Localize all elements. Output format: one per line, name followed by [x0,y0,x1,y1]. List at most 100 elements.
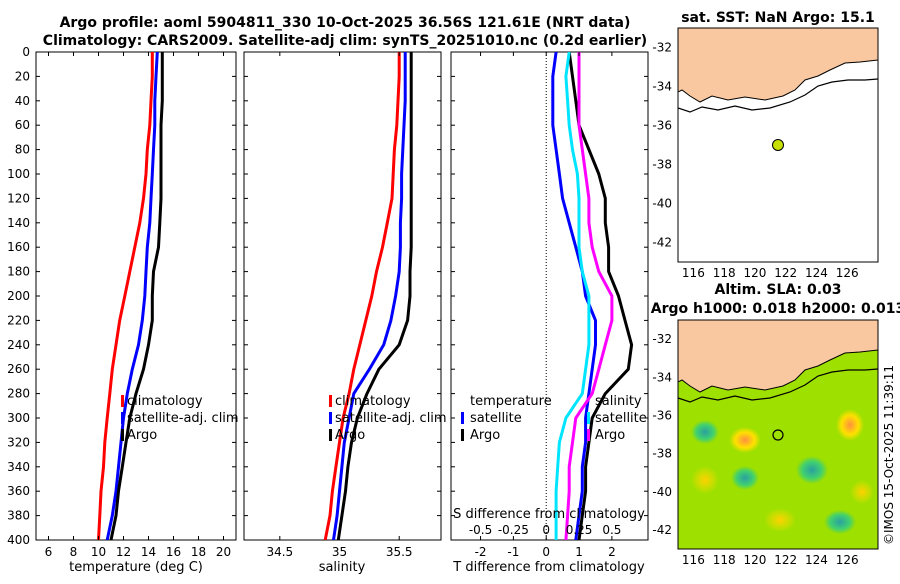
x-tick-label: 2 [608,545,616,559]
sst-map-land [678,28,878,103]
map-x-tick-label: 124 [805,553,828,567]
sla-map-title-line2: Argo h1000: 0.018 h2000: 0.013 [651,301,900,317]
sla-map [678,320,878,549]
sdiff-label: S difference from climatology [453,507,645,522]
legend-t-argo: Argo [470,428,500,443]
sla-high-patch [836,409,864,441]
temperature-series [97,52,164,540]
sla-low-patch [824,510,856,534]
sla-low-patch [691,420,719,444]
legend-argo: Argo [127,428,157,443]
map-x-tick-label: 120 [743,553,766,567]
map-y-tick-label: -34 [652,80,672,94]
map-y-tick-label: -42 [652,236,672,250]
temperature-xlabel: temperature (deg C) [69,560,203,575]
s-tick-label: 0.5 [602,523,621,537]
map-y-tick-label: -36 [652,408,672,422]
x-tick-label: 20 [216,545,231,559]
salinity-series [323,52,413,540]
y-tick-label: 20 [15,69,30,83]
map-y-tick-label: -42 [652,523,672,537]
y-tick-label: 160 [7,240,30,254]
y-tick-label: 360 [7,484,30,498]
s-tick-label: -0.25 [498,523,529,537]
figure-title-line1: Argo profile: aoml 5904811_330 10-Oct-20… [60,15,631,31]
y-tick-label: 180 [7,265,30,279]
salinity-legend: climatology satellite-adj. clim Argo [329,394,447,443]
y-tick-label: 300 [7,411,30,425]
s-tick-label: 0 [542,523,550,537]
x-tick-label: 12 [116,545,131,559]
y-tick-label: 400 [7,533,30,547]
map-x-tick-label: 116 [682,266,705,280]
sla-low-patch [731,466,759,490]
x-tick-label: 1 [575,545,583,559]
sst-map-contour [678,78,878,113]
sla-map-title-line1: Altim. SLA: 0.03 [714,282,841,298]
axes-ticks: 0204060801001201401601802002202402602803… [7,41,859,568]
legend-swatch-climatology [329,395,332,407]
sla-high-patch [691,466,719,494]
y-tick-label: 240 [7,338,30,352]
legend-t-satellite: satellite [470,411,522,426]
x-tick-label: 18 [191,545,206,559]
sla-low-patch [796,456,828,484]
map-y-tick-label: -38 [652,447,672,461]
sla-high-patch [850,480,874,504]
series-line-s-satellite [554,52,591,540]
temperature-legend: climatology satellite-adj. clim Argo [121,394,239,443]
y-tick-label: 260 [7,362,30,376]
legend-swatch-t-satellite [461,412,464,424]
y-tick-label: 60 [15,118,30,132]
sst-map-title: sat. SST: NaN Argo: 15.1 [681,10,875,26]
series-line-argo [109,52,164,540]
x-tick-label: 10 [91,545,106,559]
salinity-xlabel: salinity [319,560,366,575]
map-y-tick-label: -40 [652,485,672,499]
x-tick-label: 14 [141,545,156,559]
y-tick-label: 100 [7,167,30,181]
sla-map-contour [678,368,878,403]
map-y-tick-label: -32 [652,332,672,346]
y-tick-label: 220 [7,313,30,327]
map-x-tick-label: 122 [774,266,797,280]
map-x-tick-label: 122 [774,553,797,567]
x-tick-label: -1 [507,545,519,559]
y-tick-label: 200 [7,289,30,303]
y-tick-label: 320 [7,435,30,449]
legend-satellite: satellite-adj. clim [335,411,447,426]
map-x-tick-label: 124 [805,266,828,280]
y-tick-label: 120 [7,191,30,205]
map-y-tick-label: -32 [652,41,672,55]
imos-credit: ©IMOS 15-Oct-2025 11:39:11 [882,365,896,545]
series-line-satellite-adj-clim [332,52,407,540]
legend-swatch-argo [121,429,124,441]
series-line-t-satellite [551,52,597,540]
series-line-climatology [323,52,401,540]
x-tick-label: 8 [70,545,78,559]
sla-map-land [678,320,878,393]
map-y-tick-label: -34 [652,370,672,384]
series-line-t-argo [567,52,634,540]
legend-satellite: satellite-adj. clim [127,411,239,426]
legend-swatch-t-argo [461,429,464,441]
y-tick-label: 280 [7,387,30,401]
legend-climatology: climatology [335,394,411,409]
legend-swatch-climatology [121,395,124,407]
sst-map [678,28,878,262]
x-tick-label: 35.5 [386,545,413,559]
sst-map-frame [677,27,879,263]
difference-series [545,52,634,540]
difference-panel-frame [450,51,649,541]
s-tick-label: -0.5 [469,523,492,537]
y-tick-label: 0 [22,45,30,59]
map-x-tick-label: 120 [743,266,766,280]
series-line-argo [336,52,413,540]
difference-legend: temperature satellite Argo salinity sate… [461,394,647,443]
series-line-satellite-adj-clim [105,52,159,540]
map-x-tick-label: 118 [713,266,736,280]
x-tick-label: 6 [45,545,53,559]
series-line-s-argo [564,52,614,540]
